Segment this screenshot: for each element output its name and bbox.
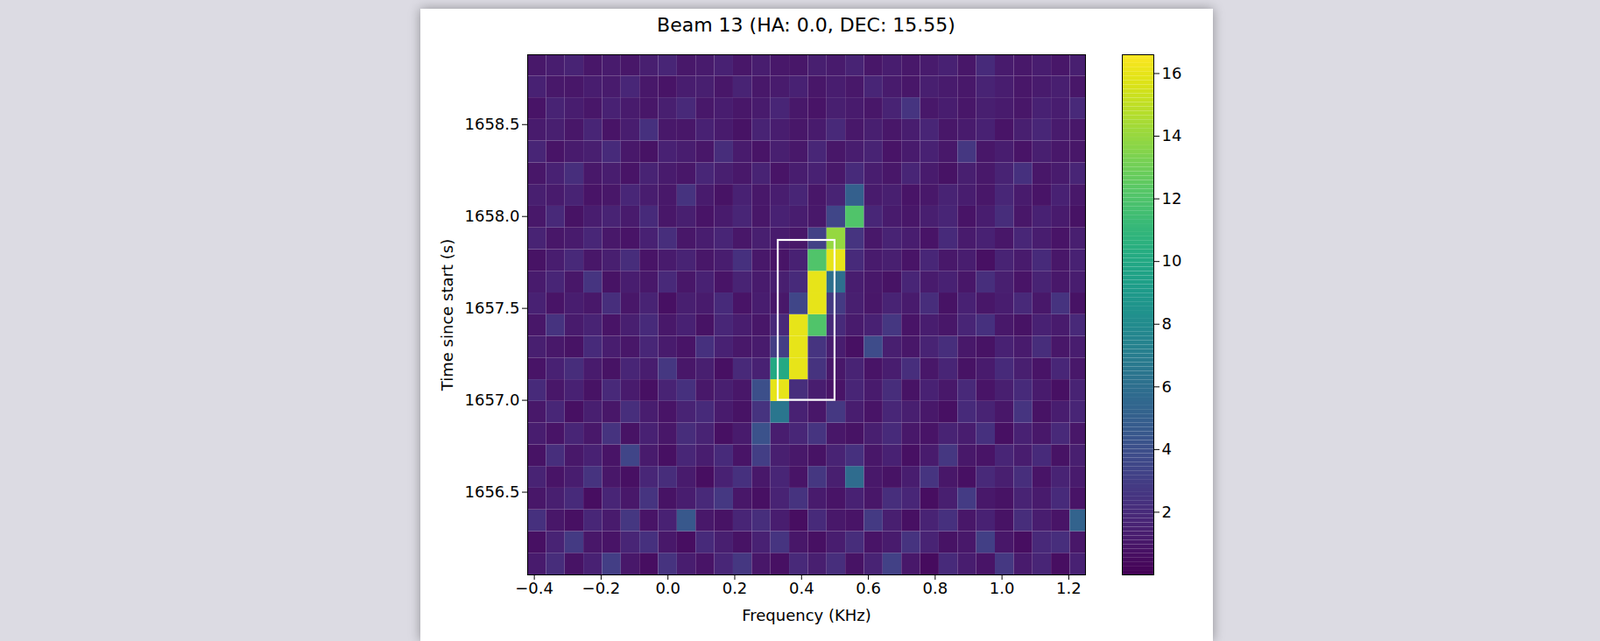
svg-text:Time since start (s): Time since start (s) xyxy=(437,239,457,392)
svg-text:Frequency (KHz): Frequency (KHz) xyxy=(741,606,872,625)
svg-text:0.2: 0.2 xyxy=(722,578,748,598)
svg-text:0.4: 0.4 xyxy=(789,578,815,598)
svg-text:−0.4: −0.4 xyxy=(514,578,554,598)
svg-text:1.0: 1.0 xyxy=(989,578,1015,598)
svg-text:−0.2: −0.2 xyxy=(582,578,621,598)
svg-text:1657.5: 1657.5 xyxy=(465,298,521,318)
svg-text:16: 16 xyxy=(1162,63,1183,83)
svg-text:6: 6 xyxy=(1162,377,1172,396)
svg-text:14: 14 xyxy=(1162,126,1183,145)
svg-text:2: 2 xyxy=(1162,502,1172,522)
svg-text:0.6: 0.6 xyxy=(855,578,882,598)
svg-text:1658.5: 1658.5 xyxy=(465,114,521,134)
svg-text:12: 12 xyxy=(1162,189,1183,208)
svg-text:10: 10 xyxy=(1162,251,1183,270)
svg-text:0.0: 0.0 xyxy=(655,578,681,598)
svg-text:0.8: 0.8 xyxy=(923,578,949,598)
svg-text:1657.0: 1657.0 xyxy=(465,390,521,409)
svg-text:1.2: 1.2 xyxy=(1056,578,1082,598)
svg-text:1658.0: 1658.0 xyxy=(465,206,521,226)
svg-text:1656.5: 1656.5 xyxy=(465,482,521,501)
html-text:Beam 13 (HA: 0.0, DEC: 15.55): Beam 13 (HA: 0.0, DEC: 15.55) xyxy=(656,14,956,36)
svg-text:4: 4 xyxy=(1162,439,1172,459)
svg-text:8: 8 xyxy=(1162,314,1172,333)
